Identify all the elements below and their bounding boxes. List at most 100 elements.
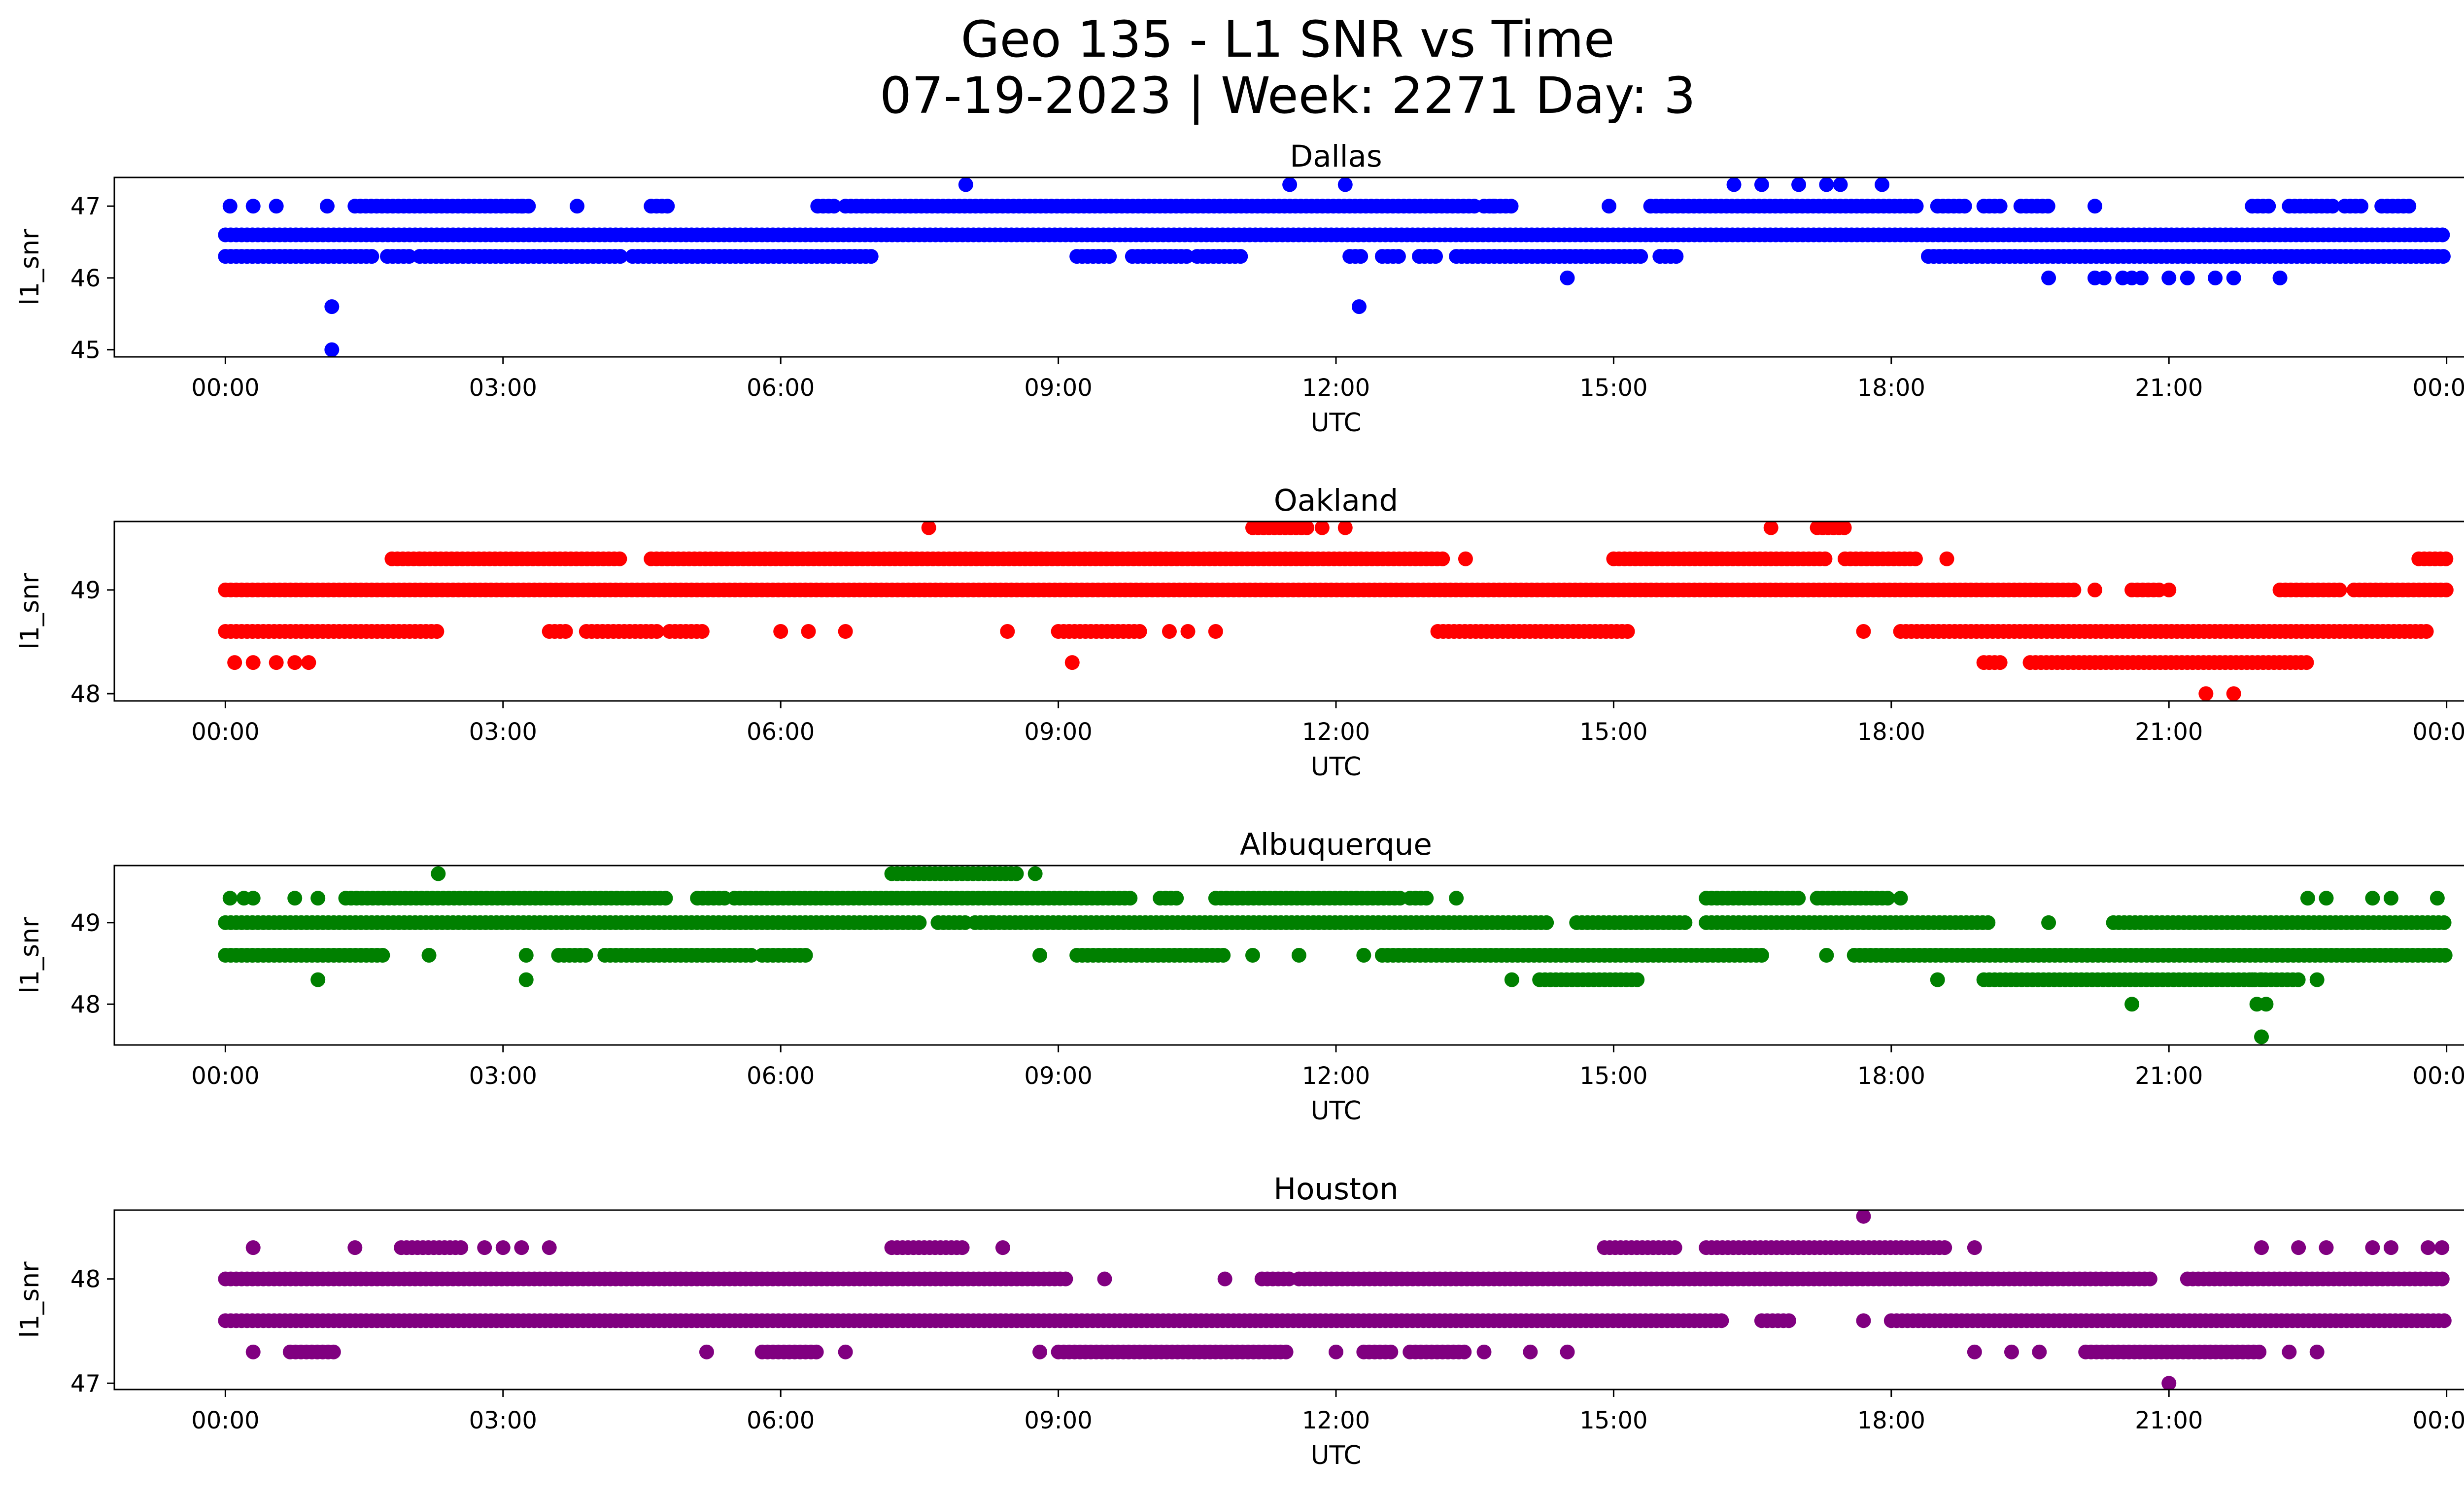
- data-point: [2383, 891, 2398, 906]
- data-point: [2309, 972, 2325, 987]
- data-point: [2434, 1240, 2450, 1255]
- data-point: [2365, 891, 2380, 906]
- data-point: [1216, 948, 1231, 963]
- data-point: [1162, 624, 1177, 639]
- data-point: [1282, 177, 1298, 192]
- data-point: [2438, 582, 2454, 597]
- data-point: [245, 655, 261, 670]
- data-point: [2319, 891, 2334, 906]
- data-point: [245, 1240, 261, 1255]
- x-tick-label: 09:00: [1024, 1062, 1092, 1090]
- data-point: [1180, 624, 1196, 639]
- data-point: [1893, 891, 1908, 906]
- data-run-snr-49_6: [1810, 522, 1852, 535]
- data-point: [2133, 270, 2149, 285]
- data-run-snr-47: [1930, 199, 1972, 214]
- data-point: [838, 1344, 853, 1359]
- data-point: [1457, 1344, 1472, 1359]
- x-tick-label: 06:00: [747, 1407, 815, 1434]
- data-point: [1132, 624, 1147, 639]
- data-run-snr-46_3: [1920, 249, 2451, 264]
- x-tick-label: 03:00: [469, 1062, 537, 1090]
- data-point: [1819, 948, 1834, 963]
- data-run-snr-49_3: [338, 891, 673, 906]
- data-point: [1817, 551, 1833, 566]
- data-point: [1560, 1344, 1575, 1359]
- data-point: [1353, 249, 1369, 264]
- data-point: [1351, 299, 1367, 314]
- data-point: [1245, 948, 1260, 963]
- data-point: [222, 891, 238, 906]
- x-tick-label: 15:00: [1579, 1062, 1647, 1090]
- data-point: [1097, 1271, 1112, 1286]
- data-point: [558, 624, 573, 639]
- data-point: [658, 891, 673, 906]
- x-tick-label: 09:00: [1024, 1407, 1092, 1434]
- data-point: [347, 1240, 363, 1255]
- data-point: [2040, 199, 2055, 214]
- data-point: [2436, 915, 2452, 930]
- data-run-snr-48_6: [1069, 948, 1231, 963]
- data-point: [2161, 1376, 2177, 1390]
- data-run-snr-48_6: [579, 624, 664, 639]
- data-point: [287, 891, 303, 906]
- data-point: [2419, 624, 2434, 639]
- data-run-snr-48_6: [218, 624, 445, 639]
- data-point: [1819, 177, 1834, 192]
- y-tick-label: 48: [70, 991, 101, 1018]
- data-point: [612, 551, 627, 566]
- subplot-houston: Houston 00:00 03:00 06:00 09:00 12:00 15:00 18:…: [15, 1172, 2464, 1470]
- data-point: [1992, 655, 2008, 670]
- x-tick-label: 00:00: [2412, 718, 2464, 746]
- data-point: [955, 1240, 970, 1255]
- x-axis-label: UTC: [1310, 408, 1361, 438]
- data-point: [412, 551, 427, 566]
- x-tick-label: 15:00: [1579, 718, 1647, 746]
- data-run-snr-47_6: [1883, 1313, 2452, 1328]
- data-point: [245, 199, 261, 214]
- data-point: [1428, 249, 1443, 264]
- x-tick-label: 15:00: [1579, 374, 1647, 402]
- data-run-snr-49_3: [1810, 891, 1895, 906]
- data-run-snr-47_6: [218, 1313, 1729, 1328]
- subplot-title: Oakland: [1274, 483, 1398, 518]
- data-run-snr-47: [644, 199, 675, 214]
- x-tick-label: 00:00: [191, 1062, 259, 1090]
- data-run-snr-48_6: [1374, 948, 1769, 963]
- x-tick-label: 06:00: [747, 718, 815, 746]
- data-point: [2436, 1313, 2452, 1328]
- data-point: [2272, 270, 2288, 285]
- data-point: [1633, 249, 1648, 264]
- data-point: [1208, 624, 1223, 639]
- x-tick-label: 03:00: [469, 1407, 537, 1434]
- data-run-snr-48_3: [1976, 655, 2008, 670]
- data-run-snr-46_3: [380, 249, 417, 264]
- data-run-snr-47: [810, 199, 842, 214]
- data-point: [2254, 1029, 2269, 1044]
- data-point: [1560, 270, 1575, 285]
- data-run-snr-48_3: [2022, 655, 2314, 670]
- data-point: [2309, 1344, 2325, 1359]
- data-run-snr-49: [930, 915, 973, 930]
- data-run-snr-49_3: [1403, 891, 1434, 906]
- x-tick-label: 00:00: [2412, 1407, 2464, 1434]
- data-point: [773, 624, 788, 639]
- data-run-snr-47: [2374, 199, 2417, 214]
- data-run-snr-49_6: [884, 866, 1024, 881]
- figure-subtitle: 07-19-2023 | Week: 2271 Day: 3: [880, 67, 1696, 125]
- data-point: [1908, 551, 1923, 566]
- subplot-albuquerque: Albuquerque 00:00 03:00 06:00 09:00 12:00 15:0…: [15, 827, 2464, 1126]
- data-run-snr-45: [324, 342, 340, 357]
- data-point: [2354, 199, 2369, 214]
- subplot-title: Dallas: [1290, 139, 1382, 174]
- data-point: [364, 249, 379, 264]
- data-run-snr-48_6: [1430, 624, 1635, 639]
- data-point: [1669, 249, 1684, 264]
- data-point: [1058, 1271, 1073, 1286]
- y-tick-label: 49: [70, 577, 101, 604]
- data-run-snr-49: [2106, 915, 2452, 930]
- data-run-snr-47_3: [1051, 1344, 1294, 1359]
- data-run-snr-46_3: [1125, 249, 1194, 264]
- x-axis-label: UTC: [1310, 1441, 1361, 1470]
